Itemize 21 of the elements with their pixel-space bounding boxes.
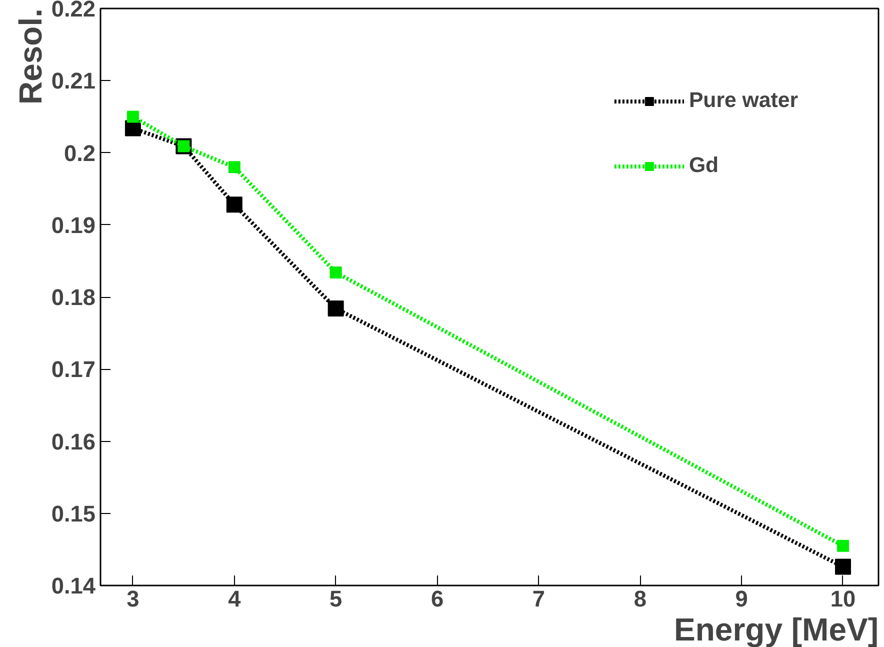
legend-label: Pure water — [688, 88, 798, 113]
x-tick-label: 4 — [228, 586, 242, 612]
y-tick-label: 0.21 — [51, 68, 96, 94]
y-axis-title: Resol. — [12, 8, 48, 105]
y-tick-label: 0.16 — [51, 428, 96, 454]
y-tick-label: 0.19 — [51, 212, 96, 238]
y-tick-label: 0.2 — [64, 140, 96, 166]
x-axis-title: Energy [MeV] — [674, 612, 878, 647]
x-tick-label: 8 — [634, 586, 646, 612]
y-tick-label: 0.17 — [51, 356, 96, 382]
x-tick-label: 10 — [830, 586, 856, 612]
y-tick-label: 0.14 — [51, 572, 96, 598]
x-tick-label: 9 — [735, 586, 748, 612]
x-tick-label: 3 — [126, 586, 140, 612]
x-tick-label: 6 — [430, 586, 444, 612]
y-tick-label: 0.15 — [51, 500, 96, 526]
y-tick-label: 0.22 — [51, 0, 96, 22]
y-tick-label: 0.18 — [51, 284, 96, 310]
x-tick-label: 7 — [532, 586, 546, 612]
legend-label: Gd — [688, 153, 719, 178]
x-tick-label: 5 — [330, 586, 342, 612]
